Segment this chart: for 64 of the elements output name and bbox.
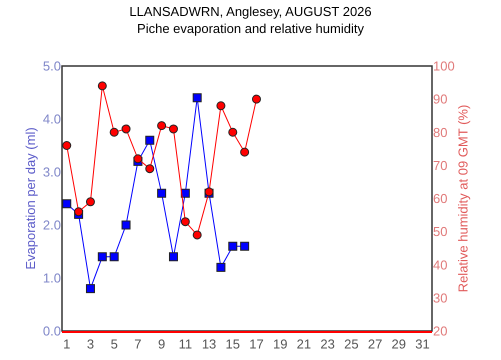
- x-tick-label: 21: [296, 336, 312, 352]
- y-tick-label: 2.0: [42, 218, 61, 233]
- point: [216, 101, 226, 110]
- point: [252, 94, 261, 104]
- x-tick-label: 13: [202, 336, 216, 352]
- x-tick-label: 29: [392, 336, 406, 352]
- y2-tick-label: 80: [433, 124, 448, 140]
- x-tick-label: 9: [158, 336, 166, 352]
- point: [240, 148, 250, 157]
- point: [98, 81, 107, 90]
- point: [133, 154, 142, 164]
- x-tick-label: 27: [368, 336, 382, 352]
- x-tick-label: 7: [134, 336, 142, 352]
- y-axis-title: Evaporation per day (ml): [22, 127, 38, 270]
- y2-tick-label: 30: [433, 290, 448, 306]
- chart-subtitle: Piche evaporation and relative humidity: [137, 21, 364, 36]
- x-tick-label: 23: [320, 336, 335, 352]
- point: [110, 128, 119, 137]
- point: [228, 242, 238, 251]
- point: [192, 93, 202, 102]
- point: [74, 207, 84, 216]
- point: [86, 284, 95, 294]
- x-tick-label: 25: [344, 336, 359, 352]
- point: [62, 141, 72, 150]
- y2-tick-label: 70: [433, 158, 448, 173]
- point: [228, 128, 238, 137]
- point: [122, 220, 131, 230]
- y2-tick-label: 50: [433, 224, 448, 240]
- point: [86, 197, 95, 206]
- point: [110, 252, 119, 262]
- point: [240, 242, 250, 251]
- y2-tick-label: 100: [433, 58, 455, 74]
- x-tick-label: 31: [415, 336, 430, 352]
- point: [122, 124, 131, 134]
- point: [168, 124, 178, 134]
- x-tick-label: 15: [226, 336, 240, 352]
- y2-tick-label: 60: [433, 191, 448, 206]
- point: [157, 188, 166, 198]
- x-tick-label: 3: [86, 336, 94, 352]
- x-tick-label: 1: [63, 336, 70, 352]
- y-tick-label: 5.0: [42, 58, 61, 74]
- x-tick-label: 5: [110, 336, 118, 352]
- y2-tick-label: 20: [433, 324, 448, 339]
- point: [157, 121, 166, 130]
- point: [180, 188, 190, 198]
- y2-axis-title: Relative humidity at 09 GMT (%): [455, 104, 470, 292]
- chart-title: LLANSADWRN, Anglesey, AUGUST 2026: [129, 4, 372, 20]
- point: [62, 199, 72, 208]
- point: [168, 252, 178, 262]
- point: [145, 164, 154, 174]
- x-tick-label: 17: [249, 336, 264, 352]
- point: [98, 252, 107, 262]
- x-tick-label: 11: [178, 336, 192, 352]
- point: [192, 230, 202, 240]
- point: [145, 136, 154, 145]
- y-tick-label: 4.0: [42, 112, 61, 127]
- x-tick-label: 19: [272, 336, 288, 352]
- point: [180, 217, 190, 226]
- y2-tick-label: 40: [433, 257, 448, 272]
- y-tick-label: 3.0: [42, 164, 61, 180]
- y-tick-label: 0.0: [42, 324, 61, 339]
- point: [216, 262, 226, 272]
- y2-tick-label: 90: [433, 92, 448, 107]
- y-tick-label: 1.0: [42, 270, 61, 286]
